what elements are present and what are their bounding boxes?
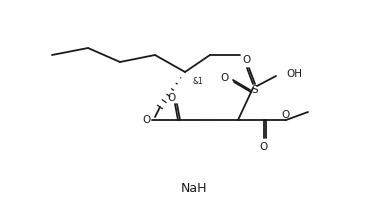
Text: O: O <box>143 115 151 125</box>
Text: O: O <box>260 142 268 152</box>
Text: O: O <box>168 93 176 103</box>
Text: S: S <box>252 85 258 95</box>
Text: O: O <box>221 73 229 83</box>
Text: O: O <box>282 110 290 120</box>
Text: O: O <box>243 55 251 65</box>
Text: NaH: NaH <box>181 181 207 194</box>
Text: &1: &1 <box>193 78 204 86</box>
Text: OH: OH <box>286 69 302 79</box>
